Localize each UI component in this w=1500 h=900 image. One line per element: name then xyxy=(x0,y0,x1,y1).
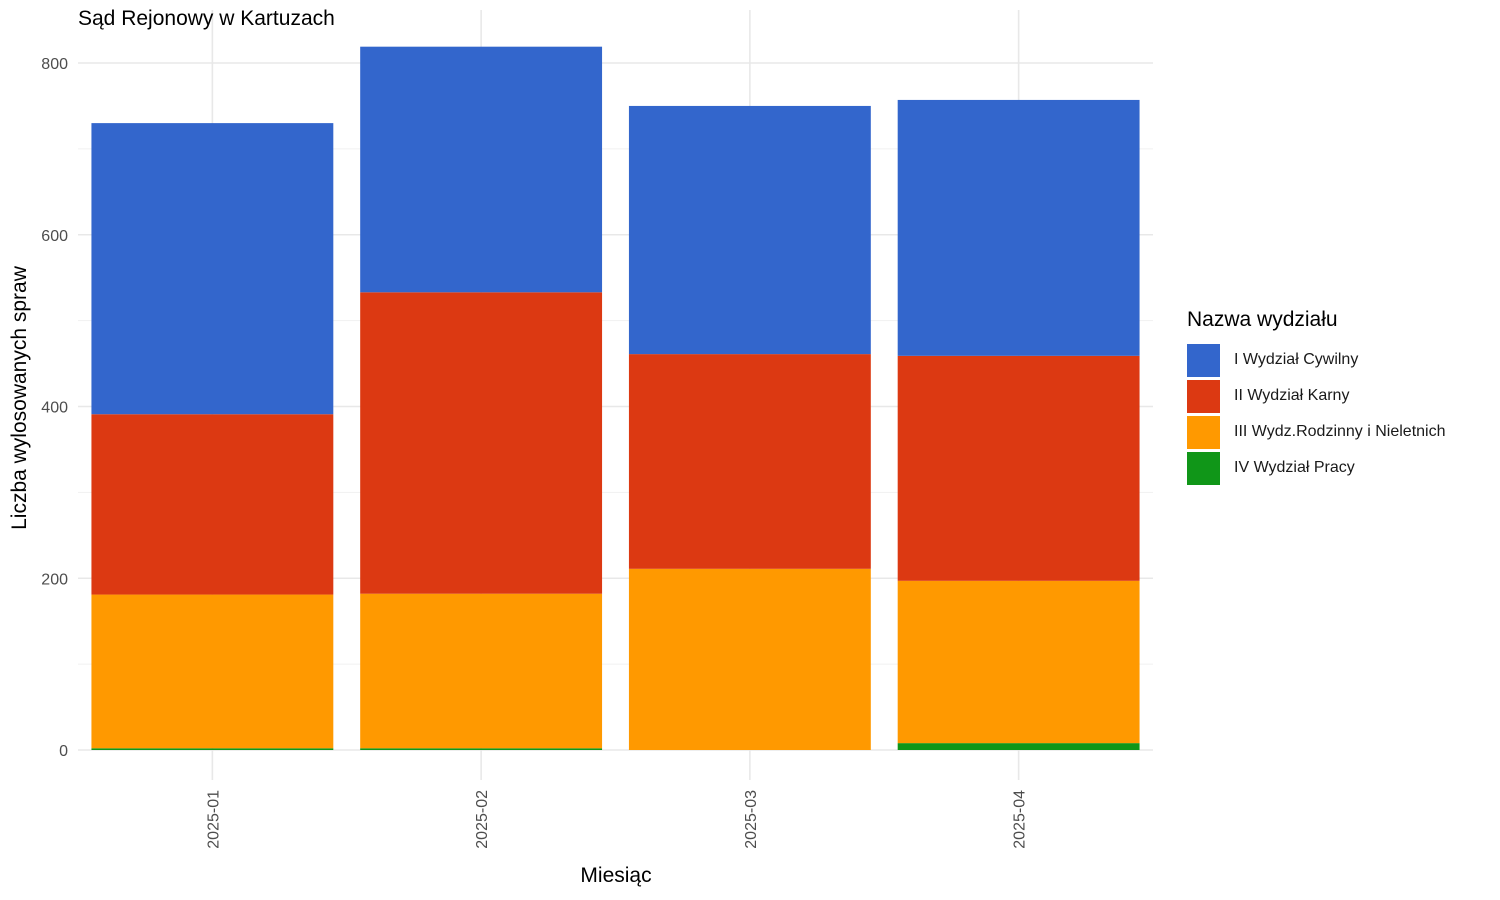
y-tick-labels: 0 200 400 600 800 xyxy=(41,56,68,760)
legend-item: IV Wydział Pracy xyxy=(1187,450,1446,486)
bar-segment xyxy=(628,105,871,355)
x-tick-label: 2025-02 xyxy=(474,790,491,849)
legend: Nazwa wydziału I Wydział Cywilny II Wydzi… xyxy=(1187,308,1446,486)
bar-segment xyxy=(360,46,603,293)
x-tick-label: 2025-03 xyxy=(743,790,760,849)
x-tick-labels: 2025-01 2025-02 2025-03 2025-04 xyxy=(205,790,1028,849)
bar-segment xyxy=(91,123,334,415)
legend-key xyxy=(1187,415,1220,449)
bar-segment xyxy=(91,414,334,595)
x-tick-label: 2025-04 xyxy=(1012,790,1029,849)
legend-label: IV Wydział Pracy xyxy=(1234,459,1355,476)
legend-item: II Wydział Karny xyxy=(1187,378,1446,414)
legend-label: III Wydz.Rodzinny i Nieletnich xyxy=(1234,423,1446,440)
legend-item: III Wydz.Rodzinny i Nieletnich xyxy=(1187,414,1446,450)
bar-segment xyxy=(897,743,1140,750)
bars xyxy=(91,46,1140,750)
x-axis-label: Miesiąc xyxy=(580,864,652,887)
bar-segment xyxy=(628,354,871,569)
y-tick-label: 800 xyxy=(41,56,68,73)
bar-segment xyxy=(897,355,1140,581)
y-tick-label: 600 xyxy=(41,228,68,245)
y-tick-label: 400 xyxy=(41,400,68,417)
chart-title: Sąd Rejonowy w Kartuzach xyxy=(78,7,335,30)
y-tick-label: 0 xyxy=(59,743,68,760)
x-tick-label: 2025-01 xyxy=(205,790,222,849)
legend-key xyxy=(1187,343,1220,377)
bar-segment xyxy=(360,593,603,749)
legend-label: II Wydział Karny xyxy=(1234,387,1350,404)
bar-segment xyxy=(360,292,603,594)
bar-segment xyxy=(628,568,871,750)
y-tick-label: 200 xyxy=(41,571,68,588)
bar-segment xyxy=(360,748,603,750)
bar-segment xyxy=(897,99,1140,356)
bar-segment xyxy=(91,594,334,749)
legend-item: I Wydział Cywilny xyxy=(1187,342,1446,378)
bar-segment xyxy=(897,580,1140,744)
legend-label: I Wydział Cywilny xyxy=(1234,351,1359,368)
bar-segment xyxy=(91,748,334,750)
legend-key xyxy=(1187,451,1220,485)
legend-title: Nazwa wydziału xyxy=(1187,308,1338,331)
legend-key xyxy=(1187,379,1220,413)
y-axis-label: Liczba wylosowanych spraw xyxy=(8,266,31,530)
legend-items: I Wydział Cywilny II Wydział Karny III Wyd… xyxy=(1187,342,1446,486)
